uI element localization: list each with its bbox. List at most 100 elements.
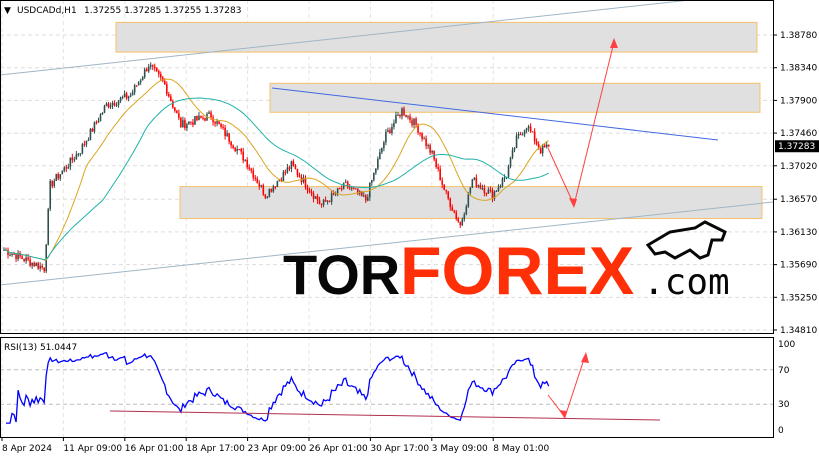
candle (503, 177, 506, 179)
candle (226, 133, 228, 137)
candle (202, 117, 204, 119)
price-tick: 1.36570 (780, 195, 817, 205)
candle (131, 92, 134, 96)
candle (127, 96, 130, 99)
candle (367, 197, 369, 201)
candle (51, 180, 54, 187)
candle (473, 177, 476, 180)
candle (346, 181, 349, 188)
candle (79, 153, 82, 155)
price-zone (115, 21, 758, 53)
candle (3, 249, 5, 251)
candle (91, 128, 94, 132)
candle (69, 157, 72, 168)
candle (499, 185, 502, 188)
candle (543, 145, 546, 148)
candle (204, 118, 206, 121)
candle (419, 132, 421, 134)
candle (11, 253, 13, 255)
candle (409, 116, 411, 121)
candle (385, 131, 387, 143)
candle (35, 263, 37, 267)
candle (135, 85, 138, 87)
candle (123, 93, 126, 98)
candle (174, 107, 176, 111)
candle (314, 196, 317, 199)
candle (439, 168, 441, 181)
candle (272, 186, 275, 192)
candle (129, 95, 132, 97)
rsi-tick: 30 (778, 400, 790, 410)
rsi-tick: 70 (778, 366, 790, 376)
candle (365, 195, 367, 201)
candle (53, 180, 56, 187)
candle (77, 154, 80, 156)
candle (310, 191, 313, 194)
candle (489, 189, 492, 191)
axes: 1.38780 1.38340 1.37900 1.37460 1.37020 1.365… (1, 31, 819, 454)
candle (43, 267, 45, 272)
candle (264, 194, 267, 198)
candle (25, 257, 27, 261)
price-tick: 1.34810 (780, 326, 817, 336)
candle (168, 94, 170, 97)
channel-lower (0, 201, 774, 286)
price-tick: 1.35690 (780, 261, 817, 271)
ohlc-label: 1.37255 1.37285 1.37255 1.37283 (84, 6, 241, 16)
candle (149, 64, 152, 67)
candle (288, 167, 291, 169)
candle (445, 189, 447, 192)
rsi-plot-border (0, 337, 774, 438)
candle (133, 85, 136, 93)
time-tick: 8 Apr 2024 (2, 444, 52, 454)
candle (334, 193, 337, 195)
candle (85, 141, 88, 145)
candle (182, 120, 184, 127)
candle (107, 103, 110, 108)
rsi-tick: 100 (778, 340, 795, 350)
candle (533, 131, 536, 142)
candle (529, 126, 532, 132)
candle (304, 177, 307, 188)
candle (389, 130, 391, 133)
candle (198, 115, 200, 121)
candle (393, 122, 395, 128)
candle (405, 115, 407, 117)
candle (507, 166, 510, 178)
time-tick: 18 Apr 17:00 (186, 444, 245, 454)
candle (407, 116, 409, 118)
chart-header-arrow[interactable]: ▼ (4, 6, 11, 16)
candle (481, 188, 484, 190)
candle (381, 148, 383, 153)
candle (501, 178, 504, 186)
candle (178, 113, 180, 118)
candle (61, 170, 64, 175)
candle (399, 114, 401, 117)
candle (212, 117, 214, 123)
arrowhead-icon (559, 352, 589, 419)
candle (47, 208, 50, 245)
candle (461, 219, 464, 226)
candle (180, 117, 182, 127)
candle (260, 185, 263, 187)
candle (316, 196, 319, 201)
last-price-marker (775, 140, 819, 153)
candle (441, 180, 443, 185)
candle (403, 108, 405, 116)
candle (7, 250, 9, 256)
time-tick: 30 Apr 17:00 (370, 444, 429, 454)
candle (210, 112, 212, 118)
candle (170, 96, 172, 102)
candle (9, 254, 11, 256)
torforex-logo: TOR FOREX .com (283, 220, 730, 309)
candle (192, 122, 194, 125)
ma-slow-line (3, 97, 549, 261)
candle (29, 259, 31, 266)
logo-tor: TOR (283, 243, 400, 306)
candle (190, 121, 192, 123)
candle (236, 149, 238, 151)
candle (290, 161, 293, 169)
candle (224, 127, 226, 137)
